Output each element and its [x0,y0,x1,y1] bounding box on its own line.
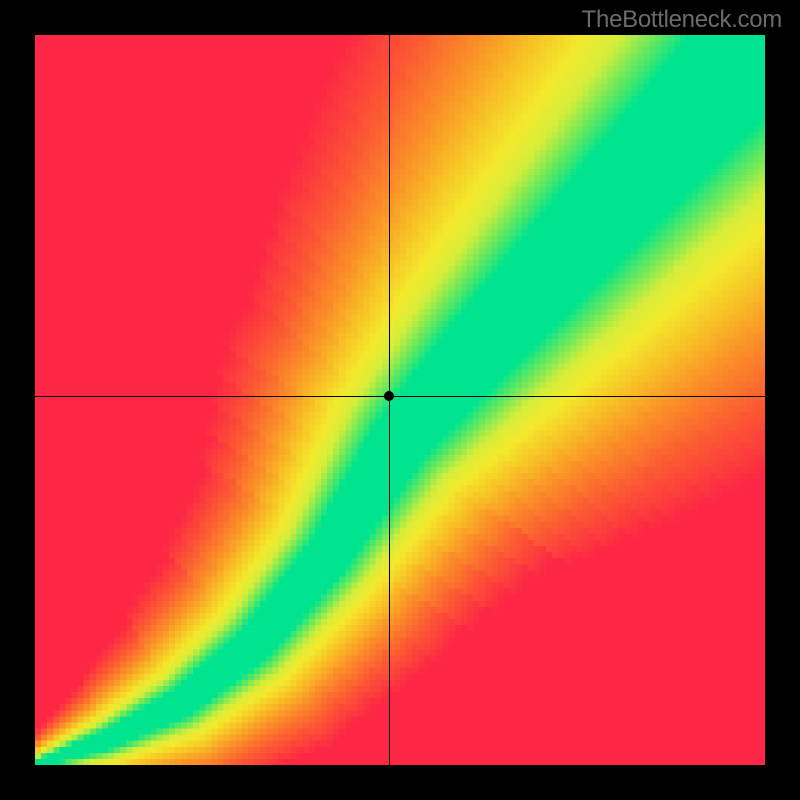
chart-container: TheBottleneck.com [0,0,800,800]
plot-area [35,35,765,765]
crosshair-horizontal [35,396,765,397]
attribution-text: TheBottleneck.com [582,6,782,34]
heatmap-canvas [35,35,765,765]
crosshair-marker [384,391,394,401]
